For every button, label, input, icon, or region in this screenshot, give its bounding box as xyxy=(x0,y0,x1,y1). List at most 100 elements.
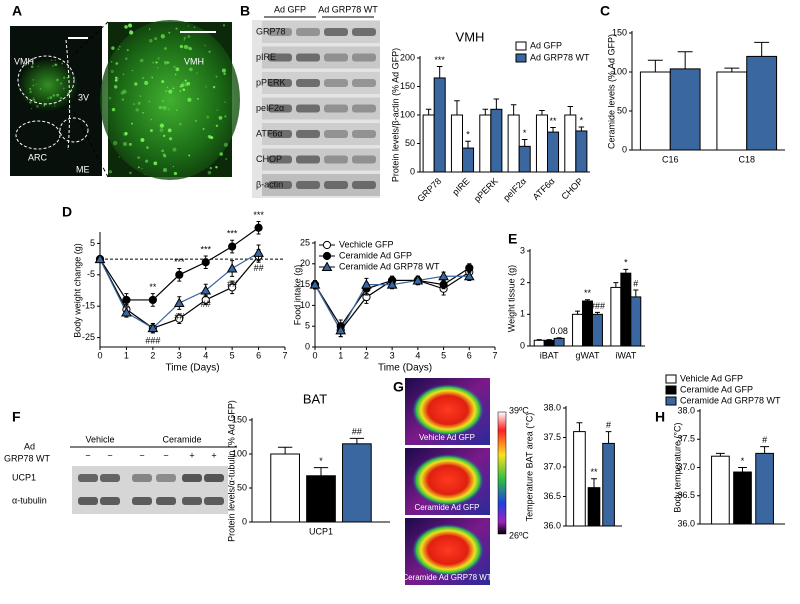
x-tick-label: ATF6α xyxy=(531,176,557,202)
cell xyxy=(166,86,168,88)
blot-strip xyxy=(262,46,380,69)
error-bar xyxy=(647,59,663,72)
y-tick-label: 50 xyxy=(405,138,415,148)
legend-label: Ceramide Ad GRP78 WT xyxy=(680,395,781,405)
cell xyxy=(152,61,155,64)
error-bar xyxy=(677,51,693,69)
bar xyxy=(422,114,435,173)
error-bar xyxy=(724,67,740,72)
y-tick-label: 1 xyxy=(520,309,525,319)
blot-group: Vehicle xyxy=(85,434,114,444)
significance-label: ### xyxy=(145,335,160,345)
cell xyxy=(196,97,199,100)
cell xyxy=(129,30,134,35)
marker xyxy=(335,324,347,335)
hot-region xyxy=(412,384,484,436)
error-bar xyxy=(482,108,489,115)
bar xyxy=(490,108,503,173)
lane-sign: − xyxy=(107,450,112,460)
bar xyxy=(450,114,464,173)
cell xyxy=(215,165,218,169)
cell xyxy=(118,156,120,158)
midline xyxy=(65,39,71,151)
marker xyxy=(463,270,475,281)
significance-label: ### xyxy=(590,301,605,311)
significance-label: * xyxy=(466,130,470,140)
error-bar xyxy=(425,108,432,115)
cell xyxy=(164,47,167,50)
green-signal xyxy=(18,59,78,111)
cell xyxy=(39,88,42,90)
x-tick-label: 6 xyxy=(467,350,472,360)
cell xyxy=(125,57,128,60)
cell xyxy=(59,96,63,100)
cell xyxy=(207,170,212,175)
y-tick-label: -5 xyxy=(87,269,95,279)
blot-strip xyxy=(262,174,380,196)
cell xyxy=(159,123,165,128)
cell xyxy=(52,94,56,97)
cell xyxy=(26,98,29,101)
x-tick-label: pPERK xyxy=(472,176,500,204)
cell xyxy=(33,99,36,101)
cell xyxy=(49,96,53,99)
blot-band xyxy=(352,181,376,189)
error-bar xyxy=(576,422,583,432)
cell xyxy=(167,128,172,133)
zoom-line xyxy=(69,21,109,59)
error-bar xyxy=(754,41,770,57)
blot-group: Ceramide xyxy=(162,434,201,444)
lane-sign: − xyxy=(163,450,168,460)
cell xyxy=(124,25,128,29)
blot-group: Ad GFP xyxy=(274,4,306,14)
chart-title: BAT xyxy=(303,391,327,406)
significance-label: ** xyxy=(584,288,592,298)
cell xyxy=(141,167,143,170)
cell xyxy=(32,79,34,81)
cell xyxy=(126,49,129,52)
cell xyxy=(166,61,170,64)
cell xyxy=(144,80,149,85)
cell xyxy=(206,115,210,119)
cell xyxy=(162,100,164,102)
cell xyxy=(184,79,187,82)
blot-band xyxy=(352,28,376,36)
region-outline xyxy=(17,55,75,105)
panel-label: B xyxy=(240,3,250,19)
y-tick-label: 37.0 xyxy=(677,462,695,472)
cell xyxy=(24,63,27,66)
error-bar xyxy=(436,66,443,78)
cell xyxy=(153,161,158,166)
cell xyxy=(172,87,175,90)
blot-band xyxy=(324,155,348,164)
y-tick-label: 100 xyxy=(612,66,627,76)
marker xyxy=(147,322,159,333)
cell xyxy=(128,142,132,146)
marker xyxy=(439,280,448,289)
cell xyxy=(108,96,112,100)
bar xyxy=(630,296,642,347)
significance-label: * xyxy=(580,115,584,125)
cell xyxy=(148,100,151,103)
bar xyxy=(543,339,555,347)
cell xyxy=(160,34,165,39)
x-tick-label: UCP1 xyxy=(309,526,333,536)
cell xyxy=(60,82,63,85)
blot-strip xyxy=(262,72,380,94)
significance-label: * xyxy=(319,456,323,466)
y-tick-label: 200 xyxy=(400,52,415,62)
y-tick-label: 3 xyxy=(520,245,525,255)
y-tick-label: 150 xyxy=(612,27,627,37)
legend-label: Ceramide Ad GFP xyxy=(680,384,753,394)
cell xyxy=(139,58,144,63)
y-tick-label: 5 xyxy=(90,238,95,248)
cell xyxy=(47,97,50,100)
cell xyxy=(122,73,125,75)
cell xyxy=(54,105,56,107)
blot-band xyxy=(182,497,202,505)
y-tick-label: 50 xyxy=(237,482,247,492)
bar xyxy=(639,71,671,151)
hot-region xyxy=(412,454,484,506)
cell xyxy=(32,97,34,99)
blot-band xyxy=(324,104,348,113)
